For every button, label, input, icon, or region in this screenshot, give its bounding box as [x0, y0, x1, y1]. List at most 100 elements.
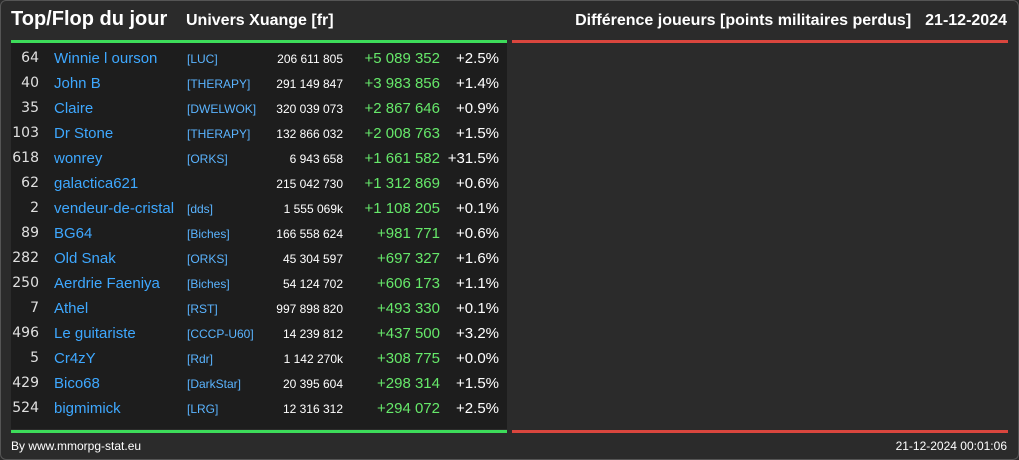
player-rank: 7 — [30, 300, 39, 316]
player-points: 166 558 624 — [276, 227, 343, 241]
player-name-link[interactable]: bigmimick — [54, 400, 121, 417]
player-rank: 35 — [21, 100, 39, 116]
player-points: 6 943 658 — [289, 152, 343, 166]
player-row: 40 John B [THERAPY] 291 149 847 +3 983 856 +1… — [11, 72, 507, 97]
player-name-link[interactable]: Athel — [54, 300, 89, 317]
player-rank: 496 — [12, 325, 39, 341]
top-losers-panel — [512, 43, 1008, 429]
percent-change: +1.5% — [456, 375, 499, 392]
player-rank: 64 — [21, 50, 39, 66]
alliance-tag-link[interactable]: [DWELWOK] — [187, 102, 257, 116]
alliance-tag-link[interactable]: [RST] — [187, 302, 218, 316]
player-rank: 250 — [12, 275, 39, 291]
player-row: 62 galactica621 215 042 730 +1 312 869 +0.6% — [11, 172, 507, 197]
player-row: 35 Claire [DWELWOK] 320 039 073 +2 867 646 +0… — [11, 97, 507, 122]
percent-change: +0.6% — [456, 175, 499, 192]
alliance-tag-link[interactable]: [Biches] — [187, 227, 230, 241]
player-row: 250 Aerdrie Faeniya [Biches] 54 124 702 +606… — [11, 272, 507, 297]
top-rule-upper — [11, 40, 507, 43]
percent-change: +1.4% — [456, 75, 499, 92]
header-right: Différence joueurs [points militaires pe… — [575, 12, 1007, 30]
points-difference: +308 775 — [377, 350, 440, 367]
alliance-tag-link[interactable]: [THERAPY] — [187, 77, 251, 91]
player-row: 103 Dr Stone [THERAPY] 132 866 032 +2 008 76… — [11, 122, 507, 147]
alliance-tag-link[interactable]: [LRG] — [187, 402, 219, 416]
player-name-link[interactable]: Old Snak — [54, 250, 116, 267]
alliance-tag-link[interactable]: [CCCP-U60] — [187, 327, 254, 341]
points-difference: +1 108 205 — [364, 200, 441, 217]
generated-timestamp: 21-12-2024 00:01:06 — [895, 439, 1007, 453]
player-rank: 62 — [21, 175, 39, 191]
player-name-link[interactable]: John B — [54, 75, 101, 92]
player-name-link[interactable]: Aerdrie Faeniya — [54, 275, 160, 292]
player-points: 206 611 805 — [277, 52, 343, 66]
alliance-tag-link[interactable]: [dds] — [187, 202, 214, 216]
alliance-tag-link[interactable]: [Rdr] — [187, 352, 214, 366]
player-points: 14 239 812 — [282, 327, 343, 341]
player-row: 496 Le guitariste [CCCP-U60] 14 239 812 +437… — [11, 322, 507, 347]
player-name-link[interactable]: Winnie l ourson — [54, 50, 158, 67]
player-rank: 89 — [21, 225, 39, 241]
top-rule-lower — [11, 430, 507, 433]
alliance-tag-link[interactable]: [ORKS] — [187, 252, 228, 266]
player-name-link[interactable]: Claire — [54, 100, 94, 117]
points-difference: +437 500 — [377, 325, 440, 342]
points-difference: +3 983 856 — [364, 75, 441, 92]
points-difference: +1 312 869 — [364, 175, 441, 192]
flop-rule-upper — [512, 40, 1008, 43]
player-points: 997 898 820 — [276, 302, 343, 316]
player-points: 45 304 597 — [282, 252, 343, 266]
player-name-link[interactable]: galactica621 — [54, 175, 139, 192]
flop-rule-lower — [512, 430, 1008, 433]
points-difference: +1 661 582 — [364, 150, 441, 167]
percent-change: +2.5% — [456, 50, 499, 67]
player-name-link[interactable]: Dr Stone — [54, 125, 114, 142]
percent-change: +2.5% — [456, 400, 499, 417]
points-difference: +2 867 646 — [364, 100, 441, 117]
player-rank: 40 — [21, 75, 39, 91]
player-row: 618 wonrey [ORKS] 6 943 658 +1 661 582 +31.5% — [11, 147, 507, 172]
widget-title: Top/Flop du jour — [11, 8, 168, 30]
player-name-link[interactable]: Bico68 — [54, 375, 100, 392]
alliance-tag-link[interactable]: [Biches] — [187, 277, 230, 291]
alliance-tag-link[interactable]: [THERAPY] — [187, 127, 251, 141]
player-name-link[interactable]: Le guitariste — [54, 325, 136, 342]
points-difference: +294 072 — [377, 400, 440, 417]
player-name-link[interactable]: Cr4zY — [54, 350, 96, 367]
player-row: 7 Athel [RST] 997 898 820 +493 330 +0.1% — [11, 297, 507, 322]
player-points: 1 555 069k — [283, 202, 343, 216]
player-row: 429 Bico68 [DarkStar] 20 395 604 +298 314 +1.… — [11, 372, 507, 397]
player-row: 524 bigmimick [LRG] 12 316 312 +294 072 +2.5% — [11, 397, 507, 422]
player-points: 54 124 702 — [282, 277, 343, 291]
universe-label: Univers Xuange [fr] — [186, 12, 334, 29]
header-date: 21-12-2024 — [925, 12, 1007, 29]
points-difference: +493 330 — [377, 300, 440, 317]
player-rank: 282 — [12, 250, 39, 266]
percent-change: +0.9% — [456, 100, 499, 117]
player-row: 89 BG64 [Biches] 166 558 624 +981 771 +0.6% — [11, 222, 507, 247]
player-rank: 524 — [12, 400, 39, 416]
player-rank: 429 — [12, 375, 39, 391]
points-difference: +298 314 — [377, 375, 440, 392]
player-row: 64 Winnie l ourson [LUC] 206 611 805 +5 089 … — [11, 47, 507, 72]
player-points: 320 039 073 — [276, 102, 343, 116]
player-name-link[interactable]: BG64 — [54, 225, 93, 242]
points-difference: +606 173 — [377, 275, 440, 292]
percent-change: +31.5% — [447, 150, 499, 167]
player-name-link[interactable]: vendeur-de-cristal — [54, 200, 175, 217]
player-points: 132 866 032 — [276, 127, 343, 141]
player-rank: 5 — [30, 350, 39, 366]
alliance-tag-link[interactable]: [DarkStar] — [187, 377, 242, 391]
percent-change: +0.1% — [456, 300, 499, 317]
player-points: 12 316 312 — [282, 402, 343, 416]
alliance-tag-link[interactable]: [LUC] — [187, 52, 218, 66]
percent-change: +3.2% — [456, 325, 499, 342]
player-points: 20 395 604 — [282, 377, 343, 391]
alliance-tag-link[interactable]: [ORKS] — [187, 152, 228, 166]
top-gainers-panel: 64 Winnie l ourson [LUC] 206 611 805 +5 089 … — [11, 43, 507, 429]
player-rank: 618 — [12, 150, 39, 166]
player-rank: 2 — [30, 200, 39, 216]
points-difference: +2 008 763 — [364, 125, 441, 142]
player-points: 1 142 270k — [283, 352, 343, 366]
player-name-link[interactable]: wonrey — [54, 150, 103, 167]
